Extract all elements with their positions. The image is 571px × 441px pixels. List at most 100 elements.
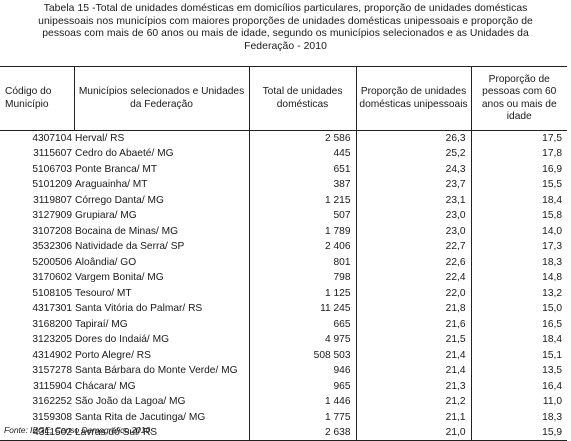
cell-prop-unipessoais: 22,4 [355, 270, 471, 286]
cell-name: Córrego Danta/ MG [75, 194, 164, 206]
table-row: 3170602 Vargem Bonita/ MG 798 22,4 14,8 [0, 270, 567, 286]
cell-code: 3170602 [32, 272, 72, 284]
cell-code: 3159308 [32, 411, 72, 423]
cell-total: 2 586 [248, 130, 356, 146]
table-row: 3162252 São João da Lagoa/ MG 1 446 21,2 11,… [0, 394, 567, 410]
cell-prop-unipessoais: 21,2 [355, 394, 471, 410]
cell-code: 5200506 [32, 256, 72, 268]
cell-name: Natividade da Serra/ SP [75, 241, 185, 253]
cell-prop-60: 15,1 [470, 347, 567, 363]
cell-prop-60: 15,9 [470, 425, 567, 441]
cell-name: Vargem Bonita/ MG [75, 272, 164, 284]
cell-name: Tapiraí/ MG [75, 318, 128, 330]
cell-prop-60: 14,0 [470, 223, 567, 239]
cell-prop-unipessoais: 23,7 [355, 177, 471, 193]
cell-prop-60: 17,3 [470, 239, 567, 255]
cell-code: 3162252 [32, 396, 72, 408]
cell-prop-unipessoais: 23,0 [355, 208, 471, 224]
table-row: 3127909 Grupiara/ MG 507 23,0 15,8 [0, 208, 567, 224]
cell-code: 5106703 [32, 163, 72, 175]
cell-prop-unipessoais: 22,7 [355, 239, 471, 255]
cell-prop-unipessoais: 21,3 [355, 378, 471, 394]
cell-name: Lavras do Sul/ RS [74, 425, 249, 441]
cell-total: 665 [248, 316, 356, 332]
cell-total: 946 [248, 363, 356, 379]
cell-code: 3532306 [32, 241, 72, 253]
table-row: 5106703 Ponte Branca/ MT 651 24,3 16,9 [0, 161, 567, 177]
table-row: 3119807 Córrego Danta/ MG 1 215 23,1 18,4 [0, 192, 567, 208]
cell-code: 3115607 [33, 148, 72, 160]
cell-total: 801 [248, 254, 356, 270]
table-row: 3157278 Santa Bárbara do Monte Verde/ MG 9… [0, 363, 567, 379]
table-row: 5200506 Aloândia/ GO 801 22,6 18,3 [0, 254, 567, 270]
table-row: 3123205 Dores do Indaiá/ MG 4 975 21,5 18,4 [0, 332, 567, 348]
cell-name: Herval/ RS [75, 133, 125, 144]
cell-prop-60: 18,3 [470, 409, 567, 425]
table-row: 4314902 Porto Alegre/ RS 508 503 21,4 15,1 [0, 347, 567, 363]
table-row: 3115607 Cedro do Abaeté/ MG 445 25,2 17,8 [0, 146, 567, 162]
cell-prop-unipessoais: 21,8 [355, 301, 471, 317]
cell-prop-60: 13,5 [470, 363, 567, 379]
cell-prop-60: 14,8 [470, 270, 567, 286]
cell-total: 445 [248, 146, 356, 162]
cell-name: Santa Rita de Jacutinga/ MG [75, 411, 206, 423]
header-name: Municípios selecionados e Unidades da Fe… [73, 66, 249, 131]
table-row: 4311502 Lavras do Sul/ RS 2 638 21,0 15,9 [0, 425, 567, 441]
cell-prop-60: 16,4 [470, 378, 567, 394]
cell-code: 4317301 [32, 303, 72, 315]
title-line: Federação - 2010 [244, 40, 327, 52]
table-row: 3168200 Tapiraí/ MG 665 21,6 16,5 [0, 316, 567, 332]
cell-prop-60: 18,4 [470, 192, 567, 208]
cell-code: 3119807 [33, 194, 72, 206]
cell-name: Bocaina de Minas/ MG [75, 225, 179, 237]
cell-prop-unipessoais: 21,4 [355, 363, 471, 379]
cell-total: 965 [248, 378, 356, 394]
table-row: 3159308 Santa Rita de Jacutinga/ MG 1 775 2… [0, 409, 567, 425]
cell-prop-unipessoais: 21,0 [355, 425, 471, 441]
cell-prop-unipessoais: 21,1 [355, 409, 471, 425]
source-note: Fonte: IBGE, Censo Demográfico 2010. [4, 425, 153, 435]
table-row: 3107208 Bocaina de Minas/ MG 1 789 23,0 14,0 [0, 223, 567, 239]
cell-code: 3115904 [33, 380, 72, 392]
cell-prop-unipessoais: 21,6 [355, 316, 471, 332]
cell-code: 5101209 [32, 179, 72, 191]
table-row: 5108105 Tesouro/ MT 1 125 22,0 13,2 [0, 285, 567, 301]
table-row: 4317301 Santa Vitória do Palmar/ RS 11 245… [0, 301, 567, 317]
table-title: Tabela 15 -Total de unidades domésticas … [2, 3, 569, 53]
cell-name: Cedro do Abaeté/ MG [75, 148, 174, 160]
cell-total: 798 [248, 270, 356, 286]
cell-prop-unipessoais: 22,0 [355, 285, 471, 301]
cell-total: 1 775 [248, 409, 356, 425]
cell-prop-unipessoais: 21,5 [355, 332, 471, 348]
cell-prop-60: 15,5 [470, 177, 567, 193]
cell-code: 3168200 [32, 318, 72, 330]
cell-total: 387 [248, 177, 356, 193]
cell-prop-unipessoais: 21,4 [355, 347, 471, 363]
cell-name: Dores do Indaiá/ MG [75, 334, 169, 346]
cell-name: Santa Vitória do Palmar/ RS [75, 303, 203, 315]
cell-total: 11 245 [248, 301, 356, 317]
cell-prop-60: 11,0 [470, 394, 567, 410]
table-row: 3532306 Natividade da Serra/ SP 2 406 22,7 1… [0, 239, 567, 255]
cell-name: Porto Alegre/ RS [75, 349, 151, 361]
cell-prop-unipessoais: 23,1 [355, 192, 471, 208]
cell-name: Aloândia/ GO [75, 256, 137, 268]
cell-total: 2 406 [248, 239, 356, 255]
table-row: 4307104 Herval/ RS 2 586 26,3 17,5 [0, 130, 567, 146]
cell-total: 508 503 [248, 347, 356, 363]
cell-prop-60: 16,9 [470, 161, 567, 177]
cell-prop-unipessoais: 23,0 [355, 223, 471, 239]
cell-code: 3123205 [32, 334, 72, 346]
header-prop-unipessoais: Proporção de unidades domésticas unipess… [355, 66, 471, 131]
header-total: Total de unidades domésticas [248, 66, 356, 131]
cell-prop-60: 18,3 [470, 254, 567, 270]
data-table: Código do Município Municípios seleciona… [0, 66, 567, 441]
cell-prop-60: 15,8 [470, 208, 567, 224]
cell-name: Santa Bárbara do Monte Verde/ MG [75, 365, 238, 377]
cell-name: Chácara/ MG [75, 380, 136, 392]
cell-prop-60: 17,8 [470, 146, 567, 162]
cell-total: 1 215 [248, 192, 356, 208]
cell-code: 5108105 [32, 287, 72, 299]
cell-prop-unipessoais: 24,3 [355, 161, 471, 177]
cell-code: 4311502 [0, 425, 74, 441]
